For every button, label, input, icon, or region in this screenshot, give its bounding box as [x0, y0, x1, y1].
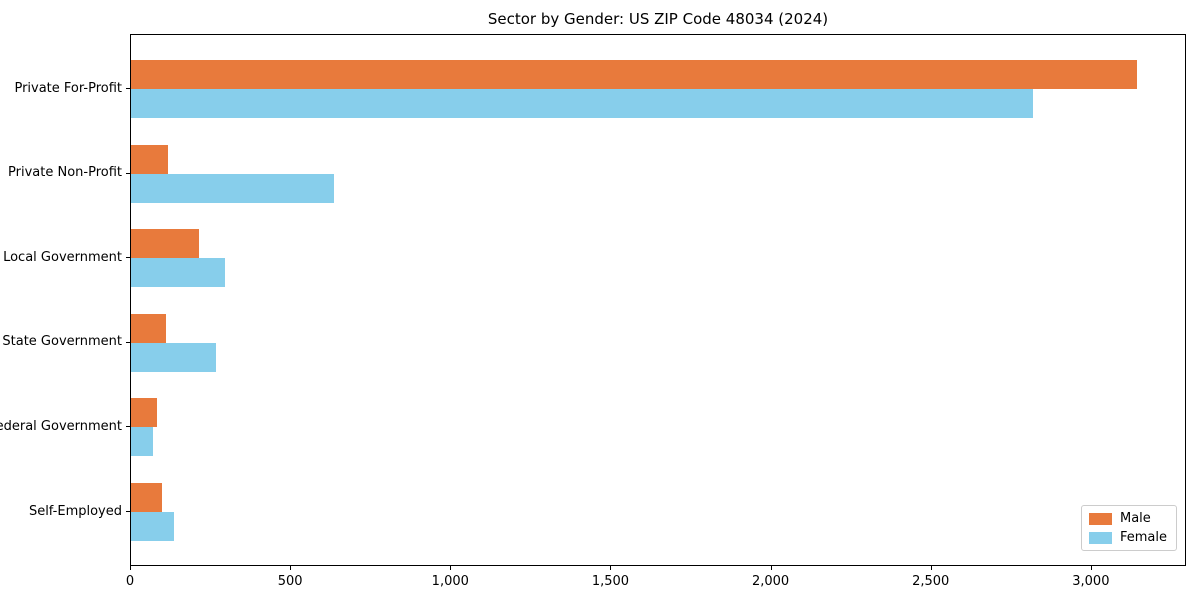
bar-female-federal-government: [131, 427, 153, 457]
y-axis-tick: [126, 172, 130, 174]
x-tick-label: 0: [125, 574, 135, 589]
y-axis-tick: [126, 341, 130, 343]
legend-label: Male: [1119, 511, 1151, 526]
y-tick-label-local-government: Local Government: [3, 249, 122, 265]
plot-area: Male Female: [130, 34, 1186, 566]
bar-female-private-for-profit: [131, 89, 1033, 118]
x-axis-tick: [1090, 566, 1092, 570]
x-axis-tick: [770, 566, 772, 570]
bar-female-private-non-profit: [131, 173, 335, 203]
bar-male-federal-government: [131, 398, 157, 428]
bar-male-private-non-profit: [131, 144, 168, 174]
x-axis-tick: [290, 566, 292, 570]
legend: Male Female: [1080, 505, 1177, 551]
x-axis-tick: [450, 566, 452, 570]
bar-male-private-for-profit: [131, 60, 1137, 89]
x-tick-label: 1,500: [591, 574, 630, 589]
y-tick-label-private-non-profit: Private Non-Profit: [8, 165, 122, 181]
y-axis-tick: [126, 88, 130, 89]
bar-female-self-employed: [131, 512, 174, 541]
x-tick-label: 2,500: [912, 574, 950, 589]
x-tick-label: 3,000: [1072, 574, 1110, 589]
legend-label: Female: [1119, 530, 1167, 545]
x-tick-label: 2,000: [751, 574, 790, 589]
bar-female-local-government: [131, 258, 225, 288]
y-axis-tick: [126, 257, 130, 259]
y-axis-tick: [126, 426, 130, 428]
legend-swatch-female: [1088, 531, 1112, 544]
y-tick-label-state-government: State Government: [2, 334, 122, 350]
y-tick-label-self-employed: Self-Employed: [28, 503, 122, 519]
y-tick-label-private-for-profit: Private For-Profit: [14, 80, 122, 96]
legend-item-male: Male: [1088, 511, 1167, 526]
chart-title: Sector by Gender: US ZIP Code 48034 (202…: [487, 10, 829, 28]
legend-item-female: Female: [1088, 530, 1167, 545]
x-tick-label: 1,000: [431, 574, 469, 589]
bar-male-state-government: [131, 313, 166, 343]
bar-male-local-government: [131, 229, 199, 259]
legend-swatch-male: [1088, 512, 1112, 525]
x-axis-tick: [610, 566, 612, 570]
y-axis-tick: [126, 511, 130, 512]
bar-male-self-employed: [131, 483, 163, 512]
x-axis-tick: [930, 566, 932, 570]
x-axis-tick: [130, 566, 131, 570]
x-tick-label: 500: [277, 574, 303, 589]
bar-female-state-government: [131, 342, 217, 372]
y-tick-label-federal-government: Federal Government: [0, 418, 122, 434]
